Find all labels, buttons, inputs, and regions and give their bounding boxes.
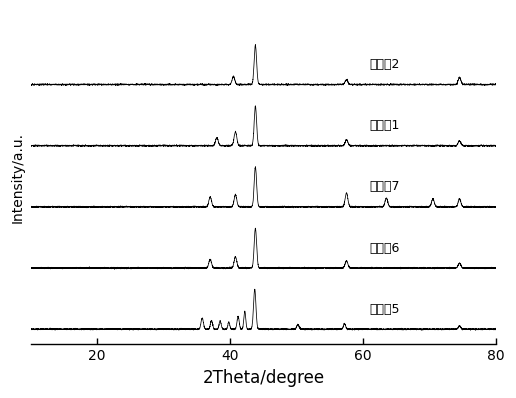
Text: 实施例5: 实施例5 [370, 303, 400, 316]
Y-axis label: Intensity/a.u.: Intensity/a.u. [11, 132, 25, 223]
Text: 实施例7: 实施例7 [370, 180, 400, 193]
Text: 对比例2: 对比例2 [370, 58, 400, 71]
Text: 实施例6: 实施例6 [370, 242, 400, 255]
X-axis label: 2Theta/degree: 2Theta/degree [202, 369, 325, 387]
Text: 对比例1: 对比例1 [370, 119, 400, 132]
